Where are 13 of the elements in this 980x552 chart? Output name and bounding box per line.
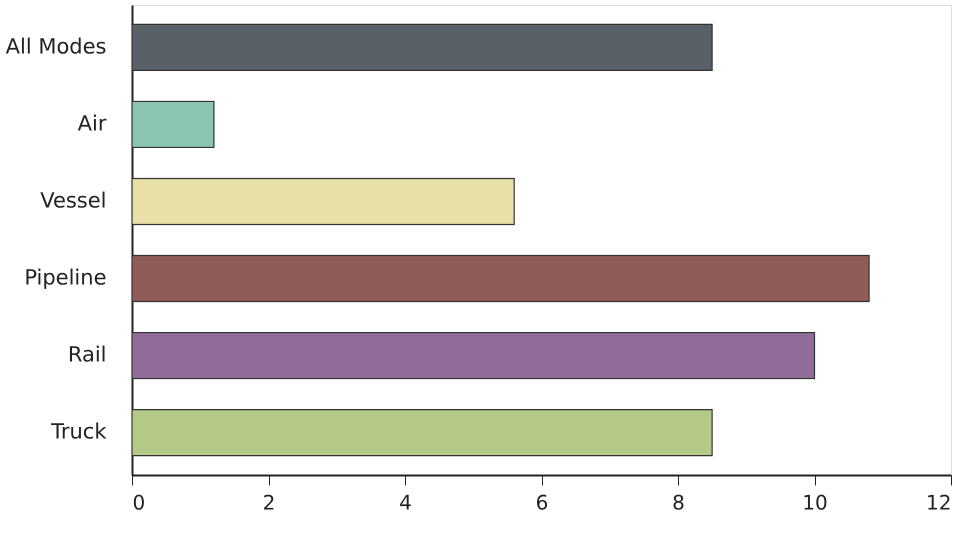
x-tick-label: 0 [132,490,146,514]
y-tick-label: Pipeline [24,266,106,290]
x-tick-label: 12 [926,490,952,514]
x-tick-label: 10 [802,490,828,514]
x-tick-label: 8 [672,490,685,514]
y-tick-label: Truck [50,420,108,444]
y-tick-label: Air [78,111,107,136]
x-tick-label: 2 [262,490,276,514]
y-tick-label: Vessel [40,188,106,212]
y-tick-label: All Modes [6,34,106,58]
y-tick-label: Rail [68,342,106,367]
x-tick-label: 6 [536,490,548,514]
x-tick-label: 4 [399,490,412,514]
